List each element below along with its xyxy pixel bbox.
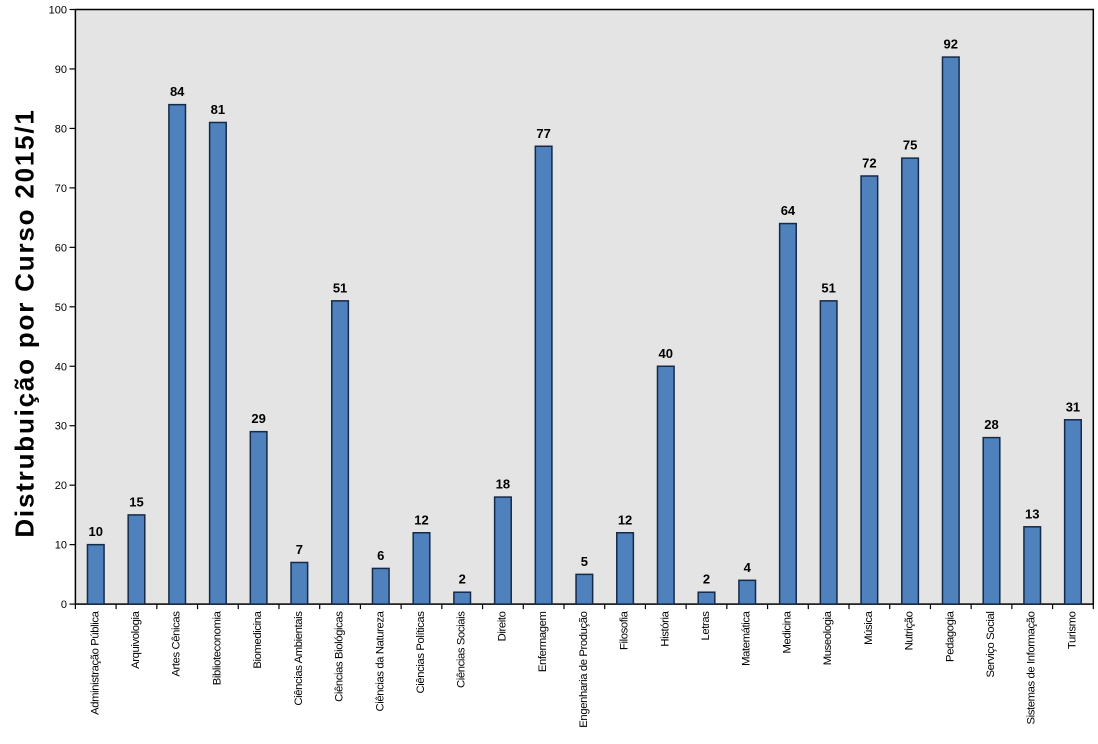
svg-text:Artes Cênicas: Artes Cênicas xyxy=(171,611,183,677)
svg-text:Ciências Biológicas: Ciências Biológicas xyxy=(334,611,346,702)
svg-text:6: 6 xyxy=(377,548,384,563)
svg-text:Nutrição: Nutrição xyxy=(904,611,916,650)
svg-text:5: 5 xyxy=(581,554,588,569)
svg-text:40: 40 xyxy=(55,361,67,373)
svg-text:Administração Pública: Administração Pública xyxy=(89,610,101,714)
svg-text:51: 51 xyxy=(333,280,347,295)
svg-text:Ciências Ambientais: Ciências Ambientais xyxy=(293,611,305,706)
svg-text:72: 72 xyxy=(862,155,876,170)
svg-text:10: 10 xyxy=(89,524,103,539)
svg-text:4: 4 xyxy=(744,560,752,575)
svg-text:100: 100 xyxy=(49,5,67,17)
svg-text:12: 12 xyxy=(618,512,632,527)
svg-text:20: 20 xyxy=(55,480,67,492)
svg-text:90: 90 xyxy=(55,64,67,76)
svg-text:12: 12 xyxy=(414,512,428,527)
svg-text:Museologia: Museologia xyxy=(822,610,834,665)
svg-text:Letras: Letras xyxy=(700,611,712,641)
svg-text:Ciências da Natureza: Ciências da Natureza xyxy=(374,610,386,711)
svg-text:29: 29 xyxy=(251,411,265,426)
svg-text:13: 13 xyxy=(1025,506,1039,521)
svg-text:0: 0 xyxy=(61,599,67,611)
svg-text:81: 81 xyxy=(211,102,225,117)
svg-text:40: 40 xyxy=(659,346,673,361)
svg-text:Matemática: Matemática xyxy=(741,610,753,666)
svg-text:Pedagogia: Pedagogia xyxy=(944,610,956,662)
svg-text:Medicina: Medicina xyxy=(781,610,793,653)
svg-text:10: 10 xyxy=(55,540,67,552)
svg-text:Enfermagem: Enfermagem xyxy=(537,612,549,673)
svg-text:Ciências Sociais: Ciências Sociais xyxy=(456,611,468,688)
svg-text:Música: Música xyxy=(863,610,875,644)
svg-text:Filosofia: Filosofia xyxy=(619,610,631,650)
svg-text:70: 70 xyxy=(55,183,67,195)
svg-text:Biblioteconomia: Biblioteconomia xyxy=(211,610,223,685)
svg-text:História: História xyxy=(659,610,671,646)
svg-text:31: 31 xyxy=(1066,399,1080,414)
svg-text:Sistemas de Informação: Sistemas de Informação xyxy=(1026,611,1038,724)
svg-text:Direito: Direito xyxy=(496,611,508,641)
svg-text:60: 60 xyxy=(55,242,67,254)
svg-text:77: 77 xyxy=(536,126,550,141)
svg-text:64: 64 xyxy=(781,203,796,218)
svg-text:Distrubuição por Curso 2015/1: Distrubuição por Curso 2015/1 xyxy=(10,108,40,537)
svg-text:15: 15 xyxy=(129,494,143,509)
svg-text:28: 28 xyxy=(984,417,998,432)
svg-text:50: 50 xyxy=(55,302,67,314)
svg-text:Engenharia de Produção: Engenharia de Produção xyxy=(578,611,590,727)
svg-text:80: 80 xyxy=(55,123,67,135)
svg-text:2: 2 xyxy=(703,572,710,587)
svg-text:Arquivologia: Arquivologia xyxy=(130,610,142,668)
svg-text:2: 2 xyxy=(459,572,466,587)
svg-text:Serviço Social: Serviço Social xyxy=(985,612,997,678)
svg-text:92: 92 xyxy=(944,37,958,52)
svg-text:30: 30 xyxy=(55,421,67,433)
svg-text:Ciências Políticas: Ciências Políticas xyxy=(415,611,427,694)
svg-text:75: 75 xyxy=(903,138,917,153)
svg-text:84: 84 xyxy=(170,84,185,99)
svg-text:51: 51 xyxy=(821,280,835,295)
svg-text:Biomedicina: Biomedicina xyxy=(252,610,264,668)
svg-text:7: 7 xyxy=(296,542,303,557)
svg-text:Turismo: Turismo xyxy=(1066,611,1078,649)
svg-text:18: 18 xyxy=(496,477,510,492)
